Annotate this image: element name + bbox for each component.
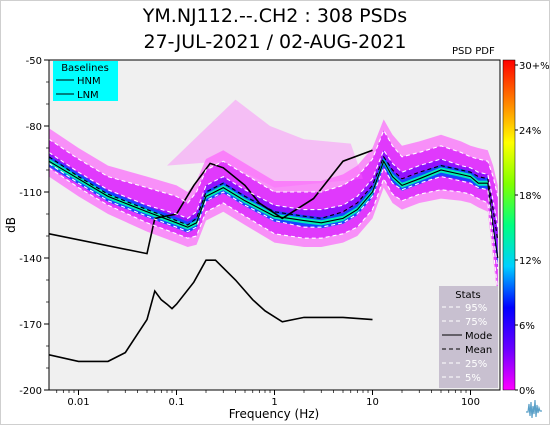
colorbar-tick-label: 6% bbox=[519, 321, 535, 332]
pdf-band-75 bbox=[49, 150, 498, 269]
stats-legend-label: Mean bbox=[465, 345, 492, 356]
x-tick-label: 0.1 bbox=[169, 397, 185, 408]
colorbar-title: PSD PDF bbox=[452, 46, 495, 57]
series-line-mode bbox=[49, 159, 499, 259]
x-tick-label: 0.01 bbox=[67, 397, 89, 408]
y-tick-label: -80 bbox=[26, 122, 42, 133]
x-tick-label: 10 bbox=[366, 397, 379, 408]
colorbar: 30+% 24% 18% 12% 6% 0% bbox=[502, 59, 550, 397]
y-tick-label: -50 bbox=[26, 56, 42, 67]
chart-subtitle: 27-JUL-2021 / 02-AUG-2021 bbox=[143, 31, 407, 53]
waveform-logo-icon bbox=[524, 398, 544, 420]
y-tick-label: -200 bbox=[19, 386, 42, 397]
series-line-5pct bbox=[49, 167, 499, 292]
x-tick-label: 100 bbox=[461, 397, 480, 408]
y-tick-label: -140 bbox=[19, 254, 42, 265]
x-axis: 0.01 0.1 1 10 100 bbox=[56, 390, 480, 408]
pdf-outlier-region bbox=[167, 99, 364, 188]
stats-legend: Stats 95% 75% Mode Mean 25% 5% bbox=[439, 286, 498, 388]
colorbar-tick-label: 30+% bbox=[519, 61, 550, 72]
series-line-25pct bbox=[49, 162, 499, 270]
pdf-band-peak bbox=[49, 158, 498, 261]
colorbar-tick-label: 24% bbox=[519, 126, 541, 137]
stat-lines bbox=[49, 129, 499, 363]
x-tick-label: 1 bbox=[271, 397, 277, 408]
chart-title: YM.NJ112.--.CH2 : 308 PSDs bbox=[142, 5, 408, 27]
colorbar-tick-label: 12% bbox=[519, 256, 541, 267]
series-line-lnm bbox=[49, 259, 373, 363]
legend-label-lnm: LNM bbox=[77, 90, 99, 101]
stats-legend-label: 25% bbox=[465, 359, 487, 370]
baselines-legend: Baselines HNM LNM bbox=[53, 61, 118, 101]
y-axis-label: dB bbox=[4, 217, 18, 233]
stats-legend-label: 75% bbox=[465, 317, 487, 328]
stats-legend-box bbox=[439, 286, 498, 388]
stats-legend-label: 95% bbox=[465, 303, 487, 314]
series-line-95pct bbox=[49, 129, 499, 204]
y-tick-label: -170 bbox=[19, 320, 42, 331]
baselines-legend-title: Baselines bbox=[61, 63, 109, 74]
series-line-hnm bbox=[49, 149, 373, 255]
colorbar-gradient bbox=[502, 59, 516, 391]
x-axis-label: Frequency (Hz) bbox=[229, 407, 320, 421]
stats-legend-title: Stats bbox=[455, 290, 481, 301]
stats-legend-label: Mode bbox=[465, 331, 492, 342]
y-tick-label: -110 bbox=[19, 188, 42, 199]
colorbar-tick-label: 0% bbox=[519, 386, 535, 397]
colorbar-ticks: 30+% 24% 18% 12% 6% 0% bbox=[515, 61, 550, 397]
series-line-mean bbox=[49, 155, 499, 241]
stats-legend-label: 5% bbox=[465, 373, 481, 384]
colorbar-tick-label: 18% bbox=[519, 191, 541, 202]
legend-label-hnm: HNM bbox=[77, 76, 101, 87]
y-axis: -200 -170 -140 -110 -80 -50 bbox=[19, 56, 49, 397]
